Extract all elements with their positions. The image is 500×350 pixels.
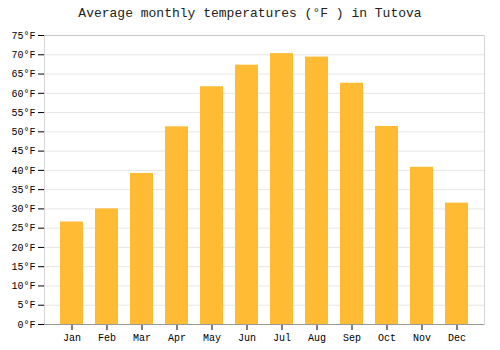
svg-text:65°F: 65°F (11, 69, 35, 80)
svg-text:10°F: 10°F (11, 281, 35, 292)
svg-text:75°F: 75°F (11, 31, 35, 42)
svg-text:Jan: Jan (63, 333, 81, 344)
svg-text:Aug: Aug (308, 333, 326, 344)
svg-text:55°F: 55°F (11, 108, 35, 119)
svg-text:Apr: Apr (168, 333, 186, 344)
svg-text:Jul: Jul (273, 333, 291, 344)
svg-text:Oct: Oct (378, 333, 396, 344)
svg-text:Nov: Nov (413, 333, 431, 344)
svg-text:Sep: Sep (343, 333, 361, 344)
svg-text:50°F: 50°F (11, 127, 35, 138)
svg-text:25°F: 25°F (11, 223, 35, 234)
svg-text:70°F: 70°F (11, 50, 35, 61)
svg-text:0°F: 0°F (17, 320, 35, 331)
svg-text:May: May (203, 333, 221, 344)
svg-text:60°F: 60°F (11, 89, 35, 100)
svg-text:45°F: 45°F (11, 146, 35, 157)
svg-text:Dec: Dec (448, 333, 466, 344)
svg-text:15°F: 15°F (11, 262, 35, 273)
svg-text:20°F: 20°F (11, 243, 35, 254)
svg-text:35°F: 35°F (11, 185, 35, 196)
svg-text:30°F: 30°F (11, 204, 35, 215)
svg-text:Mar: Mar (133, 333, 151, 344)
svg-text:40°F: 40°F (11, 166, 35, 177)
svg-text:Feb: Feb (98, 333, 116, 344)
svg-text:5°F: 5°F (17, 300, 35, 311)
svg-text:Jun: Jun (238, 333, 256, 344)
html-text:Average monthly temperatures (: Average monthly temperatures (°F ) in Tu… (78, 6, 422, 21)
